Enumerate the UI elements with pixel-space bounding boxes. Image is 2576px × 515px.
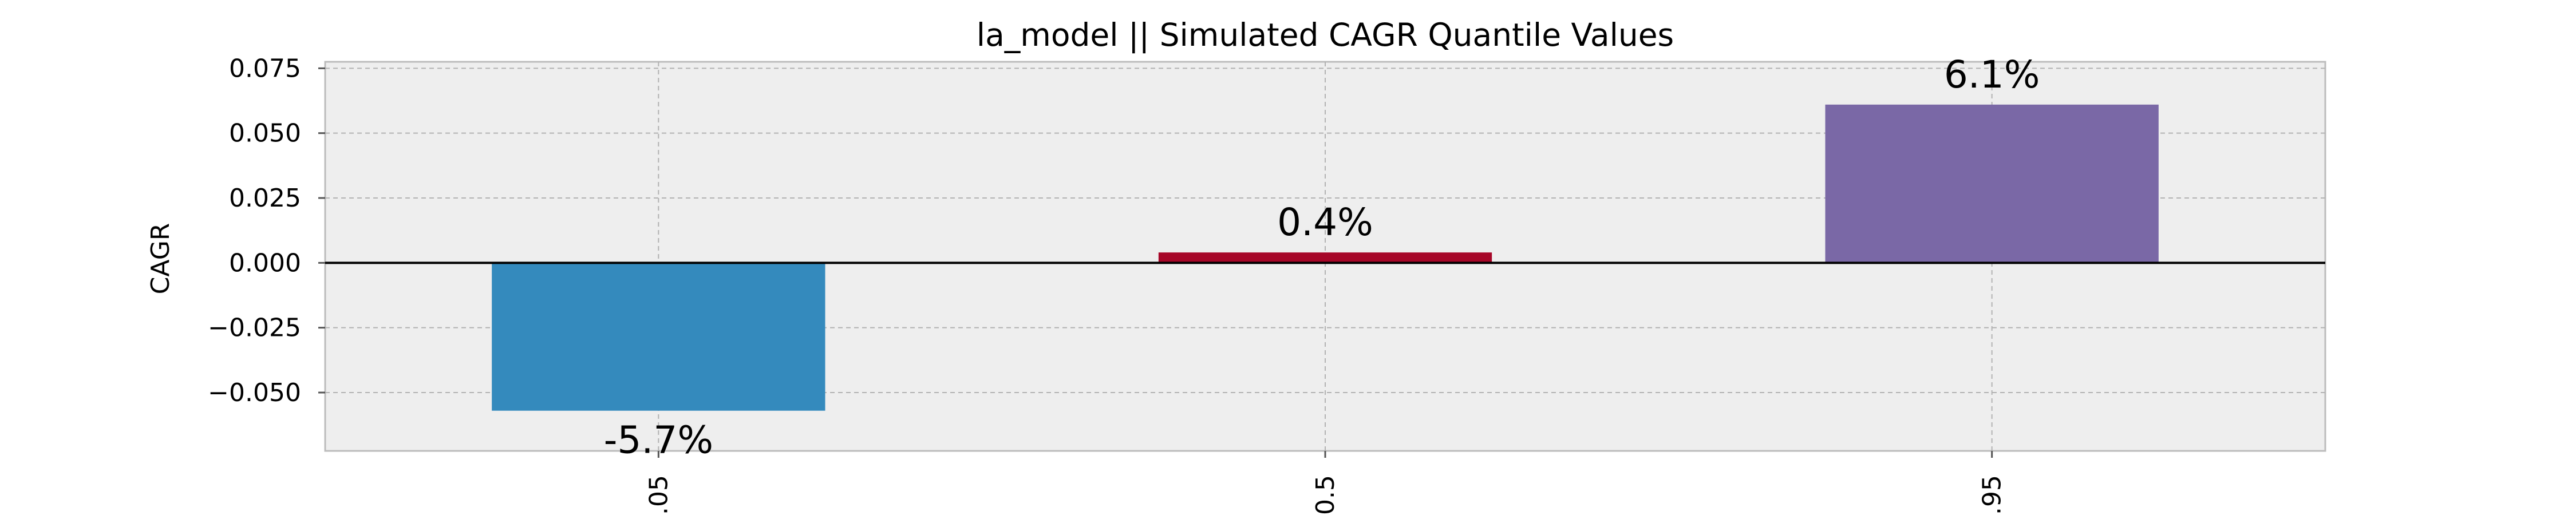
y-tick-label: −0.050	[208, 378, 301, 407]
bar-0.95	[1825, 104, 2159, 263]
bar-0.5	[1158, 252, 1492, 263]
y-tick-label: 0.000	[229, 248, 301, 278]
y-tick-label: 0.025	[229, 184, 301, 213]
bars	[492, 104, 2159, 411]
y-tick-label: 0.050	[229, 119, 301, 148]
y-tick-label: 0.075	[229, 54, 301, 83]
y-tick-label: −0.025	[208, 314, 301, 343]
x-tick-label: 0.95	[1978, 475, 2007, 515]
data-label: 6.1%	[1944, 53, 2040, 97]
bar-0.05	[492, 263, 825, 411]
y-ticks: −0.050 −0.025 0.000 0.025 0.050 0.075	[208, 54, 325, 407]
x-tick-label: 0.5	[1311, 475, 1340, 515]
data-label: 0.4%	[1277, 200, 1373, 244]
data-labels: -5.7% 0.4% 6.1%	[604, 53, 2040, 462]
chart-title: la_model || Simulated CAGR Quantile Valu…	[977, 17, 1674, 54]
x-ticks: 0.05 0.5 0.95	[644, 451, 2007, 515]
x-tick-label: 0.05	[644, 475, 673, 515]
data-label: -5.7%	[604, 418, 714, 462]
y-axis-label: CAGR	[146, 223, 175, 295]
